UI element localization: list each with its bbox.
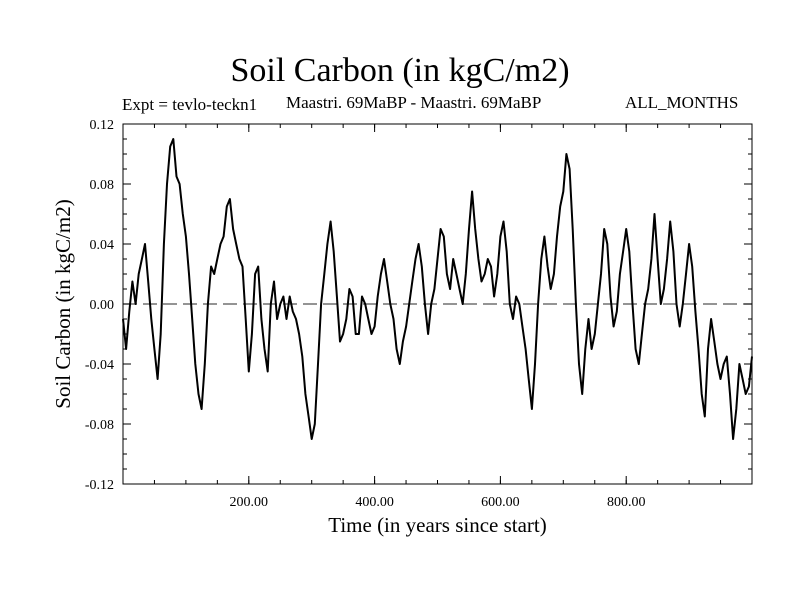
- y-tick-label: -0.04: [85, 358, 114, 373]
- y-tick-label: -0.12: [85, 478, 114, 493]
- x-tick-label: 800.00: [607, 495, 646, 510]
- x-tick-label: 400.00: [355, 495, 394, 510]
- y-tick-label: 0.04: [90, 238, 115, 253]
- y-tick-label: -0.08: [85, 418, 114, 433]
- chart-title: Soil Carbon (in kgC/m2): [230, 52, 570, 89]
- experiment-label: Expt = tevlo-teckn1: [122, 95, 258, 114]
- y-tick-label: 0.08: [90, 178, 115, 193]
- period-label: Maastri. 69MaBP - Maastri. 69MaBP: [286, 93, 542, 112]
- plot-frame: [122, 123, 753, 485]
- x-axis: 200.00 400.00 600.00 800.00: [153, 124, 722, 510]
- x-tick-label: 600.00: [481, 495, 520, 510]
- series-line: [122, 138, 753, 440]
- y-tick-label: 0.00: [90, 298, 115, 313]
- x-tick-label: 200.00: [230, 495, 269, 510]
- y-axis-label: Soil Carbon (in kgC/m2): [51, 199, 75, 408]
- months-label: ALL_MONTHS: [625, 93, 739, 112]
- x-axis-label: Time (in years since start): [328, 513, 547, 537]
- y-tick-label: 0.12: [90, 118, 115, 133]
- y-axis: -0.12 -0.08 -0.04 0.00 0.04 0.08 0.12: [85, 118, 752, 493]
